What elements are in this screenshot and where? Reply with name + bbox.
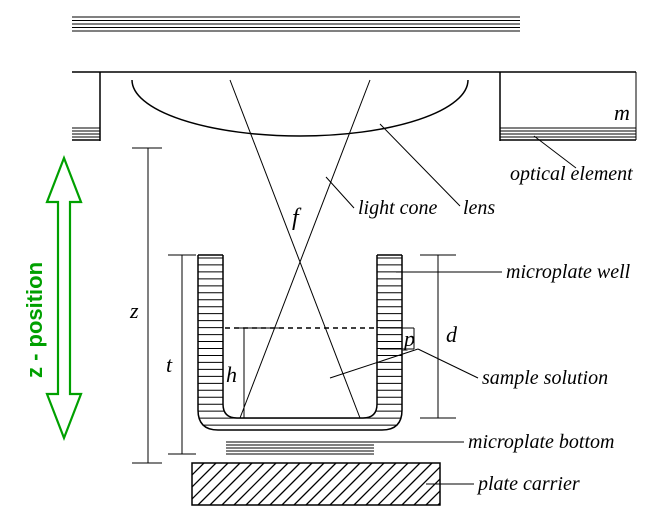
dim-z: z — [129, 298, 139, 323]
label-plate-carrier: plate carrier — [476, 473, 580, 495]
label-microplate-well: microplate well — [506, 261, 631, 283]
dim-f: f — [292, 205, 302, 231]
label-lens: lens — [463, 197, 495, 219]
label-sample-solution: sample solution — [482, 367, 608, 389]
label-optical-element: optical element — [510, 163, 633, 185]
dim-h: h — [226, 362, 237, 387]
label-light-cone: light cone — [358, 197, 438, 219]
z-position-arrow — [47, 158, 81, 438]
dim-m: m — [614, 100, 630, 125]
dim-p: p — [402, 326, 415, 351]
label-microplate-bottom: microplate bottom — [468, 431, 614, 453]
label-z-position: z - position — [22, 262, 47, 378]
dim-d: d — [446, 322, 458, 347]
dim-t: t — [166, 352, 173, 377]
